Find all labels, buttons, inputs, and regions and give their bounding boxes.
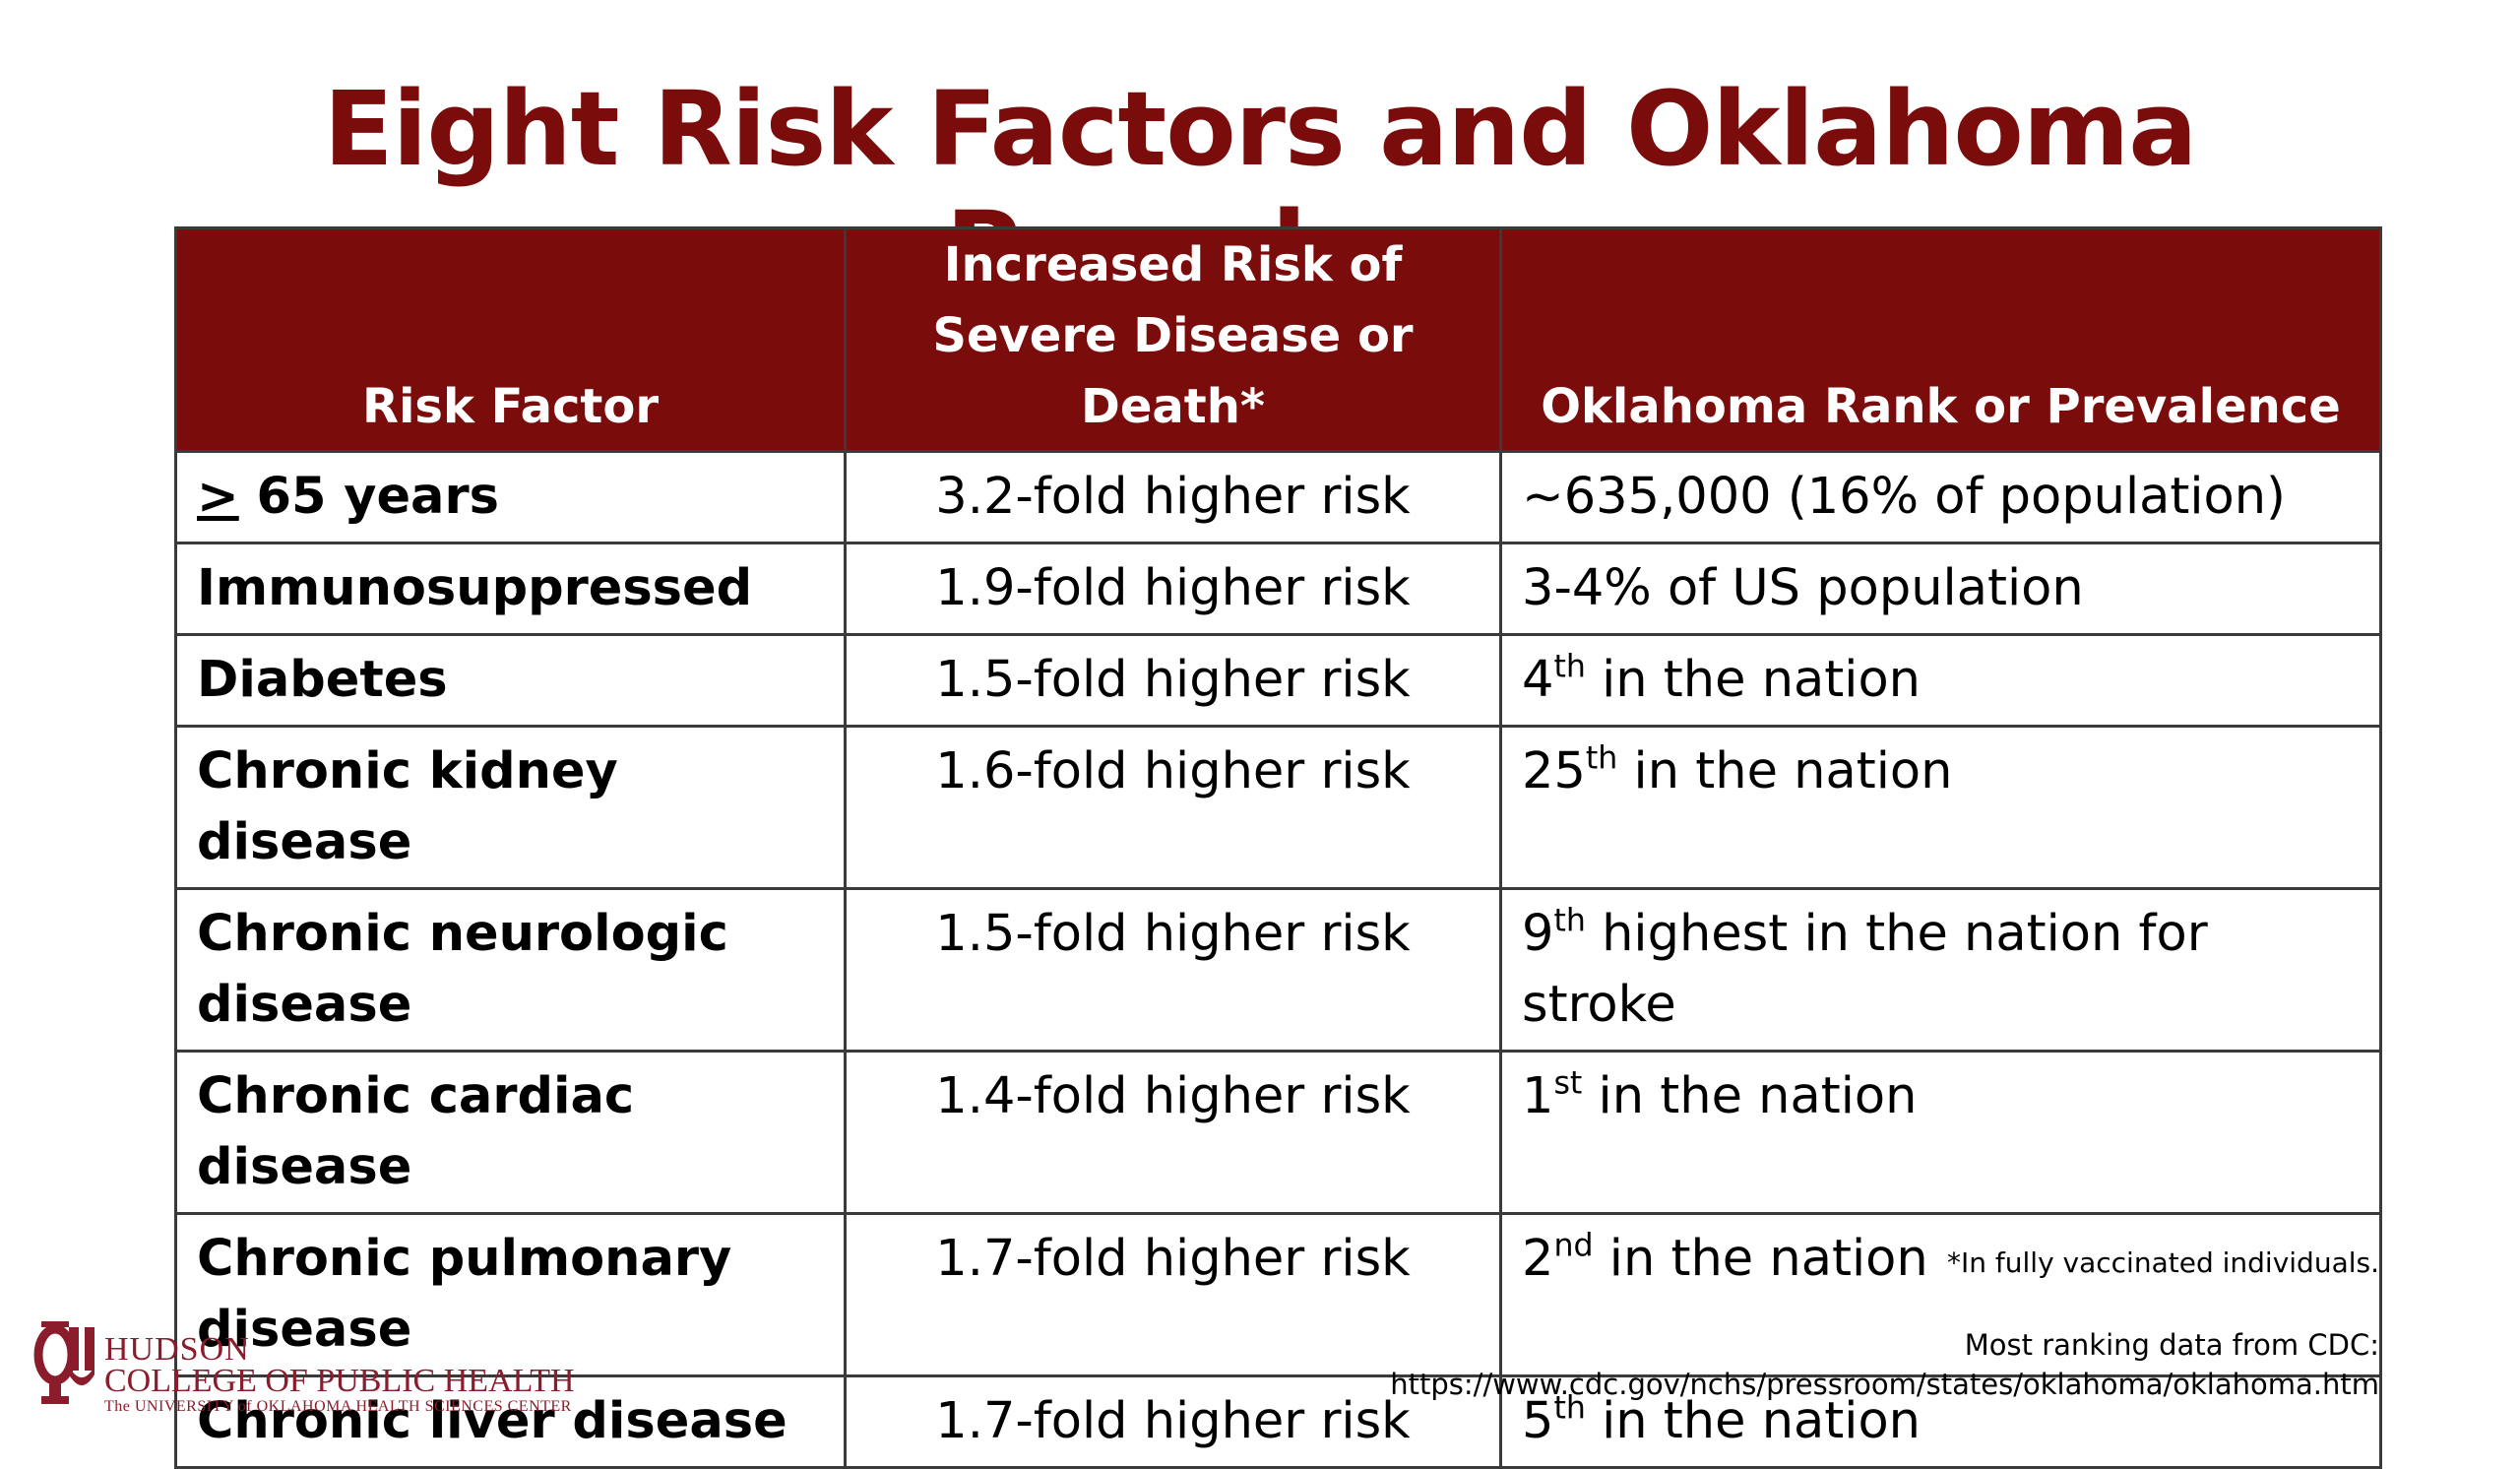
prevalence-cell: 1st in the nation: [1499, 1050, 2382, 1215]
rank-number: 1: [1522, 1067, 1554, 1125]
rank-text: in the nation: [1582, 1067, 1918, 1125]
ou-monogram-icon: [33, 1321, 94, 1404]
rank-text: highest in the nation for stroke: [1522, 905, 2208, 1034]
greater-equal-symbol: >: [197, 468, 239, 526]
rank-ordinal-suffix: th: [1553, 903, 1586, 939]
rank-ordinal-suffix: nd: [1553, 1228, 1594, 1264]
rank-number: 2: [1522, 1230, 1554, 1288]
risk-value-cell: 1.9-fold higher risk: [844, 542, 1502, 636]
rank-text: in the nation: [1585, 651, 1921, 709]
footnote: *In fully vaccinated individuals.: [1947, 1246, 2379, 1279]
table-row: Chronic neurologic disease 1.5-fold high…: [174, 887, 2382, 1053]
prevalence-cell: 4th in the nation: [1499, 633, 2382, 728]
logo-line-university: The UNIVERSITY of OKLAHOMA HEALTH SCIENC…: [104, 1398, 572, 1415]
risk-factor-label: 65 years: [238, 468, 499, 526]
risk-factor-cell: Chronic kidney disease: [174, 725, 847, 890]
prevalence-cell: ~635,000 (16% of population): [1499, 450, 2382, 544]
header-risk-factor: Risk Factor: [174, 226, 847, 453]
prevalence-cell: 25th in the nation: [1499, 725, 2382, 890]
header-oklahoma-rank: Oklahoma Rank or Prevalence: [1499, 226, 2382, 453]
table-row: Chronic kidney disease 1.6-fold higher r…: [174, 725, 2382, 890]
prevalence-cell: 2nd in the nation: [1499, 1212, 2382, 1377]
rank-ordinal-suffix: th: [1553, 649, 1586, 685]
logo-line-college: COLLEGE OF PUBLIC HEALTH: [104, 1363, 575, 1399]
slide: Eight Risk Factors and Oklahoma Prevalen…: [30, 69, 2382, 1469]
rank-text: in the nation: [1617, 742, 1953, 800]
risk-factor-cell: > 65 years: [174, 450, 847, 544]
college-logo: HUDSON COLLEGE OF PUBLIC HEALTH The UNIV…: [30, 1317, 620, 1416]
table-row: Immunosuppressed 1.9-fold higher risk 3-…: [174, 542, 2382, 636]
risk-value-cell: 3.2-fold higher risk: [844, 450, 1502, 544]
risk-value-cell: 1.5-fold higher risk: [844, 633, 1502, 728]
source-url[interactable]: https://www.cdc.gov/nchs/pressroom/state…: [1390, 1368, 2379, 1401]
risk-factor-cell: Immunosuppressed: [174, 542, 847, 636]
risk-factor-table: Risk Factor Increased Risk of Severe Dis…: [174, 226, 2382, 1469]
rank-ordinal-suffix: th: [1585, 740, 1618, 777]
table-row: Chronic cardiac disease 1.4-fold higher …: [174, 1050, 2382, 1215]
table-row: Diabetes 1.5-fold higher risk 4th in the…: [174, 633, 2382, 728]
prevalence-value: ~635,000 (16% of population): [1522, 468, 2286, 526]
risk-factor-cell: Diabetes: [174, 633, 847, 728]
source-note: Most ranking data from CDC: https://www.…: [1390, 1325, 2379, 1404]
risk-factor-cell: Chronic cardiac disease: [174, 1050, 847, 1215]
rank-ordinal-suffix: st: [1553, 1065, 1583, 1102]
table-row: > 65 years 3.2-fold higher risk ~635,000…: [174, 450, 2382, 544]
risk-factor-cell: Chronic neurologic disease: [174, 887, 847, 1053]
table-row: Chronic pulmonary disease 1.7-fold highe…: [174, 1212, 2382, 1377]
rank-text: in the nation: [1593, 1230, 1928, 1288]
rank-number: 25: [1522, 742, 1586, 800]
risk-value-cell: 1.5-fold higher risk: [844, 887, 1502, 1053]
table-header-row: Risk Factor Increased Risk of Severe Dis…: [174, 226, 2382, 453]
prevalence-value: 3-4% of US population: [1522, 559, 2084, 617]
logo-line-hudson: HUDSON: [104, 1331, 250, 1368]
header-increased-risk: Increased Risk of Severe Disease or Deat…: [844, 226, 1502, 453]
risk-value-cell: 1.7-fold higher risk: [844, 1212, 1502, 1377]
rank-number: 4: [1522, 651, 1554, 709]
rank-number: 9: [1522, 905, 1554, 963]
source-label: Most ranking data from CDC:: [1964, 1328, 2379, 1362]
risk-value-cell: 1.6-fold higher risk: [844, 725, 1502, 890]
prevalence-cell: 3-4% of US population: [1499, 542, 2382, 636]
risk-factor-cell: Chronic pulmonary disease: [174, 1212, 847, 1377]
prevalence-cell: 9th highest in the nation for stroke: [1499, 887, 2382, 1053]
risk-value-cell: 1.4-fold higher risk: [844, 1050, 1502, 1215]
